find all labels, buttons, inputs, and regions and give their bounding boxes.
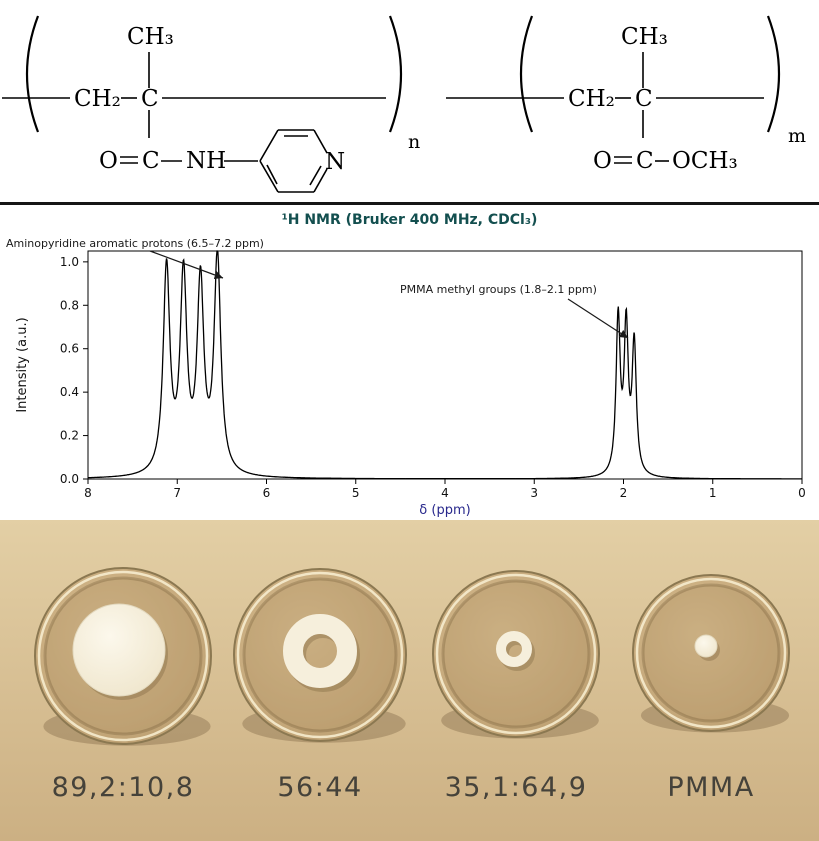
y-axis-label: Intensity (a.u.) xyxy=(15,317,30,412)
nmr-spectrum-curve xyxy=(87,250,802,480)
nmr-plot: 8 7 6 5 4 3 2 1 0 0.0 0.2 0.4 0.6 0.8 1.0 δ (ppm) Intens… xyxy=(6,237,806,518)
nmr-spectrum-panel: ¹H NMR (Bruker 400 MHz, CDCl₃) 8 7 6 5 4 3 2 1 0… xyxy=(0,205,819,520)
nmr-title: ¹H NMR (Bruker 400 MHz, CDCl₃) xyxy=(281,212,538,228)
carbonyl-carbon-label: C xyxy=(142,148,160,174)
annotation-arrow xyxy=(567,298,629,339)
dish-ratio-label: 89,2:10,8 xyxy=(52,772,195,803)
annotation-label: PMMA methyl groups (1.8–2.1 ppm) xyxy=(400,283,597,296)
x-tick-label: 8 xyxy=(84,486,92,500)
backbone-carbon-label: C xyxy=(141,86,159,112)
petri-dish: 89,2:10,8 xyxy=(34,567,212,803)
left-bracket xyxy=(519,15,534,133)
repeat-subscript-n: n xyxy=(408,131,420,153)
x-tick-label: 0 xyxy=(798,486,806,500)
methylene-label: CH₂ xyxy=(568,86,615,112)
polymer-disc xyxy=(72,603,166,697)
polymer-disc xyxy=(694,634,718,658)
y-tick-label: 0.2 xyxy=(60,429,79,443)
amide-nh-label: NH xyxy=(186,148,226,174)
dish-rim-highlight xyxy=(37,570,209,742)
right-bracket xyxy=(766,15,781,133)
ring-double-bond xyxy=(309,165,322,186)
pyridine-nitrogen-label: N xyxy=(325,149,345,175)
x-tick-label: 2 xyxy=(620,486,628,500)
plot-frame xyxy=(87,250,803,480)
polymer-ring xyxy=(496,631,532,667)
y-tick-label: 1.0 xyxy=(60,255,79,269)
dish-ratio-label: PMMA xyxy=(667,772,754,803)
ring-edge xyxy=(259,160,279,193)
petri-dish: PMMA xyxy=(632,574,790,803)
repeat-subscript-m: m xyxy=(788,125,806,147)
petri-dish: 56:44 xyxy=(233,568,407,803)
y-tick-label: 0.8 xyxy=(60,298,79,312)
ring-edge xyxy=(313,129,328,154)
petri-dish-illustration: 89,2:10,8 56:44 35,1:64,9 PMMA xyxy=(0,520,819,841)
dish-floor xyxy=(441,579,591,729)
x-tick-label: 7 xyxy=(173,486,181,500)
x-tick-label: 5 xyxy=(352,486,360,500)
x-tick-label: 1 xyxy=(709,486,717,500)
annotation-arrow xyxy=(149,250,224,280)
methoxy-group-label: OCH₃ xyxy=(672,148,738,174)
dish-rim-highlight xyxy=(635,577,787,729)
y-tick-label: 0.6 xyxy=(60,342,79,356)
x-tick-label: 6 xyxy=(263,486,271,500)
petri-dish-photo-panel: 89,2:10,8 56:44 35,1:64,9 PMMA xyxy=(0,520,819,841)
carbonyl-oxygen-label: O xyxy=(593,148,612,174)
polymer-structures-panel: CH₂ C n CH₃ O C NH xyxy=(0,0,819,202)
polymer-structures-drawing: CH₂ C n CH₃ O C NH xyxy=(2,15,806,193)
methylene-label: CH₂ xyxy=(74,86,121,112)
petri-dish: 35,1:64,9 xyxy=(432,570,600,803)
backbone-carbon-label: C xyxy=(635,86,653,112)
pyridine-ring: N xyxy=(259,129,345,193)
dish-layer: 89,2:10,8 56:44 35,1:64,9 PMMA xyxy=(34,567,790,803)
left-polymer-unit: CH₂ C n CH₃ O C NH xyxy=(2,15,420,193)
panel-divider xyxy=(0,202,819,205)
left-bracket xyxy=(25,15,40,133)
ring-double-bond xyxy=(266,164,278,185)
right-bracket xyxy=(388,15,403,133)
x-tick-label: 4 xyxy=(441,486,449,500)
methyl-group-label: CH₃ xyxy=(127,24,174,50)
dish-ratio-label: 56:44 xyxy=(277,772,362,803)
y-tick-label: 0.0 xyxy=(60,472,79,486)
annotation-label: Aminopyridine aromatic protons (6.5–7.2 … xyxy=(6,237,264,250)
x-axis-label: δ (ppm) xyxy=(419,503,470,518)
dish-ratio-label: 35,1:64,9 xyxy=(445,772,588,803)
dish-rim xyxy=(432,570,600,738)
x-tick-label: 3 xyxy=(530,486,538,500)
ring-edge xyxy=(259,129,279,162)
dish-floor xyxy=(242,577,398,733)
dish-rim-highlight xyxy=(236,571,404,739)
carbonyl-carbon-label: C xyxy=(636,148,654,174)
dish-rim-highlight xyxy=(435,573,597,735)
y-tick-label: 0.4 xyxy=(60,385,79,399)
ring-edge xyxy=(313,168,328,193)
carbonyl-oxygen-label: O xyxy=(99,148,118,174)
methyl-group-label: CH₃ xyxy=(621,24,668,50)
dish-rim xyxy=(233,568,407,742)
polymer-ring xyxy=(283,614,357,688)
right-polymer-unit: CH₂ C m CH₃ O C OCH₃ xyxy=(446,15,806,174)
